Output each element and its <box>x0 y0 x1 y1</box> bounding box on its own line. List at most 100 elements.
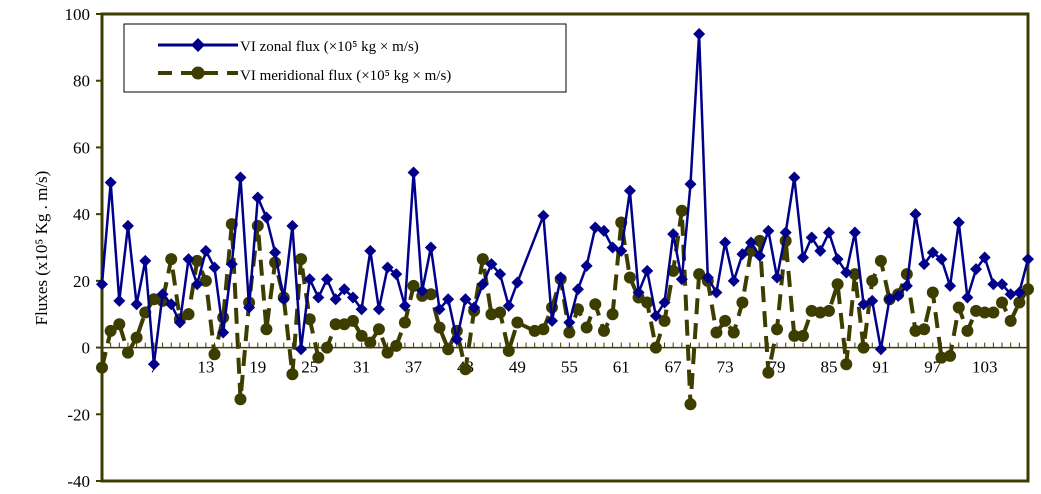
data-point <box>996 278 1009 291</box>
data-point <box>701 271 714 284</box>
data-point <box>788 171 801 184</box>
data-point <box>641 296 654 309</box>
data-point <box>710 326 723 339</box>
data-point <box>623 271 636 284</box>
data-point <box>450 333 463 346</box>
x-tick-label: 13 <box>197 358 214 377</box>
data-point <box>173 316 186 329</box>
x-tick-label: 97 <box>924 358 942 377</box>
data-point <box>675 273 688 286</box>
data-point <box>693 28 706 41</box>
data-point <box>546 314 559 327</box>
data-point <box>234 171 247 184</box>
data-point <box>390 339 403 352</box>
data-point <box>225 258 238 271</box>
data-point <box>1013 296 1026 309</box>
data-point <box>424 241 437 254</box>
legend-box <box>123 23 567 93</box>
data-point <box>771 323 784 336</box>
legend-marker-meridional <box>191 66 205 80</box>
data-point <box>182 308 195 321</box>
data-point <box>658 314 671 327</box>
data-point <box>900 279 913 292</box>
data-point <box>485 258 498 271</box>
data-point <box>121 219 134 232</box>
data-point <box>822 304 835 317</box>
data-point <box>753 249 766 262</box>
data-point <box>398 299 411 312</box>
data-point <box>381 346 394 359</box>
data-point <box>468 301 481 314</box>
data-point <box>398 316 411 329</box>
y-axis-label: Fluxes (x10⁵ Kg . m/s) <box>32 171 51 326</box>
x-tick-label: 49 <box>509 358 526 377</box>
data-point <box>866 294 879 307</box>
data-point <box>649 341 662 354</box>
data-point <box>719 314 732 327</box>
data-point <box>909 208 922 221</box>
data-point <box>589 298 602 311</box>
data-point <box>191 278 204 291</box>
data-point <box>978 251 991 264</box>
data-point <box>571 303 584 316</box>
x-tick-label: 103 <box>972 358 998 377</box>
data-point <box>130 298 143 311</box>
data-point <box>251 219 264 232</box>
data-point <box>961 291 974 304</box>
data-point <box>191 254 204 267</box>
y-tick-label: 60 <box>73 138 90 157</box>
data-point <box>831 278 844 291</box>
data-point <box>494 268 507 281</box>
data-point <box>104 324 117 337</box>
data-point <box>476 278 489 291</box>
data-point <box>675 204 688 217</box>
data-point <box>407 166 420 179</box>
legend-marker-zonal <box>191 38 205 52</box>
data-point <box>442 293 455 306</box>
data-point <box>632 286 645 299</box>
y-tick-label: 100 <box>65 5 91 24</box>
data-point <box>286 368 299 381</box>
data-point <box>571 283 584 296</box>
data-point <box>312 291 325 304</box>
data-point <box>113 318 126 331</box>
plot-border <box>100 12 1030 483</box>
data-point <box>978 306 991 319</box>
data-point <box>1004 314 1017 327</box>
data-point <box>771 271 784 284</box>
data-point <box>814 244 827 257</box>
data-point <box>918 323 931 336</box>
data-point <box>606 308 619 321</box>
legend-label-zonal: VI zonal flux (×10⁵ kg × m/s) <box>240 39 419 55</box>
data-point <box>511 316 524 329</box>
data-point <box>840 266 853 279</box>
data-point <box>303 313 316 326</box>
data-point <box>874 343 887 356</box>
data-point <box>649 309 662 322</box>
data-point <box>208 261 221 274</box>
data-point <box>580 259 593 272</box>
data-point <box>857 341 870 354</box>
data-point <box>121 346 134 359</box>
data-point <box>130 331 143 344</box>
y-tick-label: 20 <box>73 272 90 291</box>
data-point <box>364 336 377 349</box>
data-point <box>243 301 256 314</box>
data-point <box>987 278 1000 291</box>
data-point <box>667 228 680 241</box>
y-axis-ticks: -40 -20 0 20 40 60 80 100 <box>65 5 102 491</box>
data-point <box>563 316 576 329</box>
data-point <box>667 264 680 277</box>
data-point <box>459 293 472 306</box>
data-point <box>295 343 308 356</box>
data-point <box>416 284 429 297</box>
data-point <box>476 253 489 266</box>
data-point <box>156 288 169 301</box>
data-point <box>874 254 887 267</box>
y-tick-label: 40 <box>73 205 90 224</box>
data-point <box>251 191 264 204</box>
x-tick-label: 19 <box>249 358 266 377</box>
x-tick-label: 55 <box>561 358 578 377</box>
data-point <box>303 273 316 286</box>
legend-entry-meridional: VI meridional flux (×10⁵ kg × m/s) <box>158 66 451 84</box>
